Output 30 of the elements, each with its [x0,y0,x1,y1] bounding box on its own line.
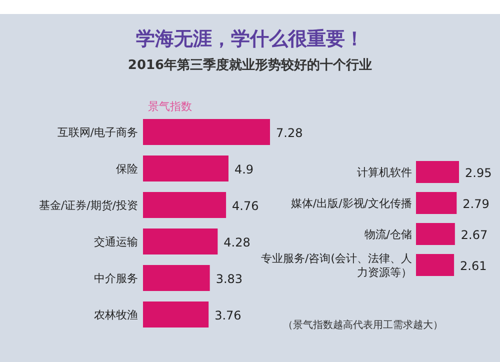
y-tick-label: 互联网/电子商务 [57,126,138,139]
y-tick-label: 基金/证券/期货/投资 [38,199,138,212]
y-tick-label: 物流/仓储 [364,228,412,241]
data-label: 2.67 [460,228,488,242]
bar [143,265,210,291]
y-tick-label: 专业服务/咨询(会计、法律、人力资源等） [261,252,412,279]
y-tick-label: 农林牧渔 [94,308,138,322]
data-label: 2.95 [465,166,492,180]
data-label: 3.76 [214,308,242,322]
bar [143,156,228,182]
y-tick-label: 交通运输 [94,236,138,248]
data-label: 3.83 [216,272,243,286]
data-label: 4.76 [232,199,259,213]
data-label: 4.28 [224,236,250,250]
bar [143,119,270,145]
data-label: 2.61 [460,259,487,273]
chart-subtitle: 2016年第三季度就业形势较好的十个行业 [128,57,372,73]
data-label: 4.9 [234,162,254,176]
x-axis-title: 景气指数 [148,100,192,113]
data-label: 2.79 [462,197,490,211]
text: （景气指数越高代表用工需求越大） [283,319,443,331]
chart-title: 学海无涯，学什么很重要！ [136,28,364,50]
y-tick-label: 媒体/出版/影视/文化传播 [290,197,412,210]
bar [143,192,226,218]
bar [143,302,209,328]
bar [143,228,218,254]
y-tick-label: 中介服务 [94,272,138,285]
y-tick-label: 保险 [116,162,138,176]
data-label: 7.28 [276,126,303,140]
y-tick-label: 计算机软件 [357,166,412,179]
